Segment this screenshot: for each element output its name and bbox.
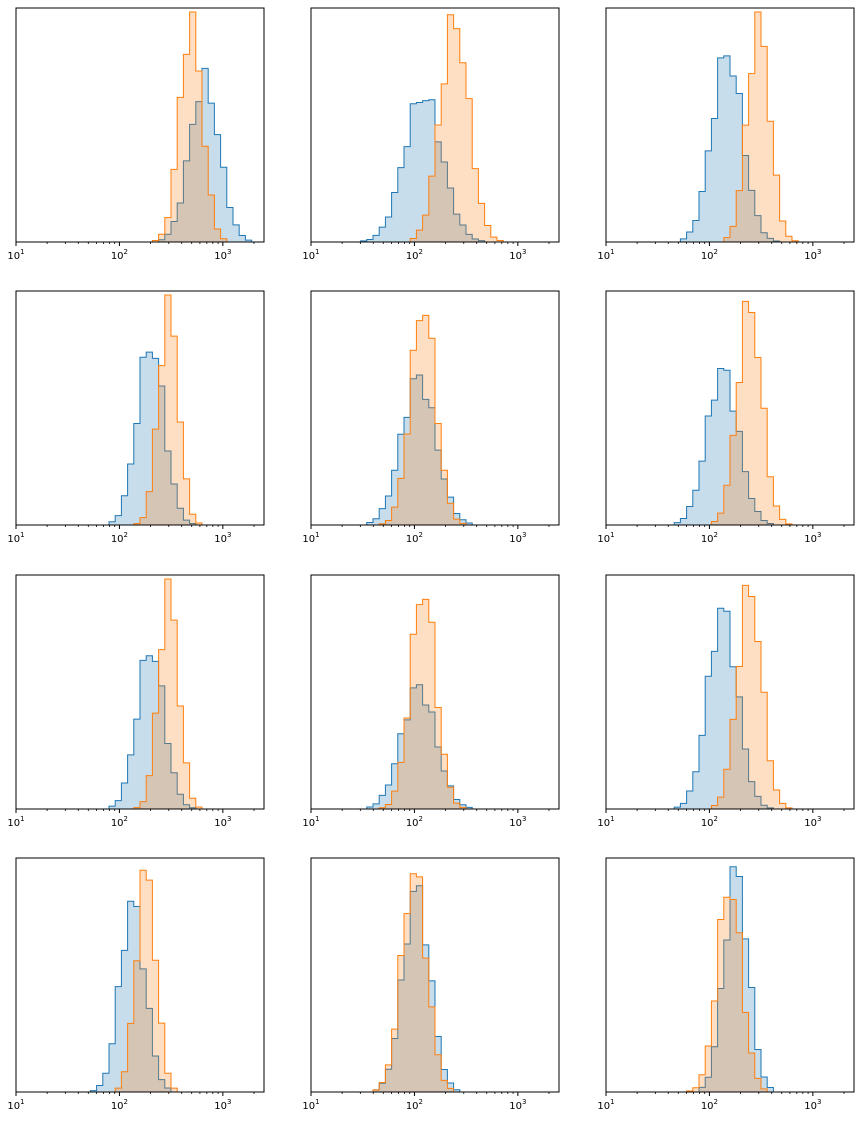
row2-col2-tick-label: 103 xyxy=(509,531,526,545)
row3-col1-tick-label: 103 xyxy=(214,815,231,829)
row4-col3-tick-label: 101 xyxy=(597,1098,614,1112)
row3-col3-tick-label: 101 xyxy=(597,815,614,829)
row4-col3-tick-label: 103 xyxy=(804,1098,821,1112)
panel-row4-col1: 101 102 103 xyxy=(7,857,265,1112)
row1-col3-axes-frame xyxy=(605,7,855,243)
row3-col2-series-1-histogram xyxy=(366,684,559,810)
row4-col2-tick-label: 103 xyxy=(509,1098,526,1112)
row3-col2-tick-label: 102 xyxy=(406,815,423,829)
row4-col2-series-2-histogram xyxy=(372,873,559,1093)
panel-row1-col2: 101 102 103 xyxy=(302,7,560,262)
row1-col1-series-1-histogram xyxy=(158,67,264,243)
row4-col2-tick-label: 102 xyxy=(406,1098,423,1112)
row4-col1-series-2-histogram xyxy=(114,869,264,1093)
row1-col2-tick-label: 101 xyxy=(302,248,319,262)
row1-col2-tick-label: 102 xyxy=(406,248,423,262)
panel-row1-col3: 101 102 103 xyxy=(597,7,855,262)
row3-col1-tick-label: 102 xyxy=(111,815,128,829)
row1-col3-tick-label: 102 xyxy=(701,248,718,262)
row2-col1-tick-label: 102 xyxy=(111,531,128,545)
row2-col2-tick-label: 101 xyxy=(302,531,319,545)
row4-col1-tick-label: 103 xyxy=(214,1098,231,1112)
row1-col2-tick-label: 103 xyxy=(509,248,526,262)
row3-col3-axes-frame xyxy=(605,574,855,810)
row3-col3-tick-label: 102 xyxy=(701,815,718,829)
row3-col1-axes-frame xyxy=(15,574,265,810)
panel-row2-col1: 101 102 103 xyxy=(7,290,265,545)
row2-col1-tick-label: 101 xyxy=(7,531,24,545)
row1-col1-axes-frame xyxy=(15,7,265,243)
panel-row4-col2: 101 102 103 xyxy=(302,857,560,1112)
row4-col3-tick-label: 102 xyxy=(701,1098,718,1112)
panel-row3-col2: 101 102 103 xyxy=(302,574,560,829)
row4-col3-axes-frame xyxy=(605,857,855,1093)
row2-col1-axes-frame xyxy=(15,290,265,526)
row2-col3-tick-label: 101 xyxy=(597,531,614,545)
row3-col2-axes-frame xyxy=(310,574,560,810)
row2-col2-axes-frame xyxy=(310,290,560,526)
row1-col1-tick-label: 101 xyxy=(7,248,24,262)
row2-col3-tick-label: 102 xyxy=(701,531,718,545)
row2-col3-axes-frame xyxy=(605,290,855,526)
row4-col1-axes-frame xyxy=(15,857,265,1093)
row1-col1-tick-label: 103 xyxy=(214,248,231,262)
panel-row1-col1: 101 102 103 xyxy=(7,7,265,262)
row1-col1-tick-label: 102 xyxy=(111,248,128,262)
row3-col2-tick-label: 103 xyxy=(509,815,526,829)
row4-col3-series-2-histogram xyxy=(686,896,854,1093)
row3-col2-tick-label: 101 xyxy=(302,815,319,829)
row1-col3-series-2-histogram xyxy=(723,11,854,243)
row1-col3-tick-label: 101 xyxy=(597,248,614,262)
panel-row2-col2: 101 102 103 xyxy=(302,290,560,545)
row4-col1-tick-label: 101 xyxy=(7,1098,24,1112)
row4-col1-tick-label: 102 xyxy=(111,1098,128,1112)
panel-row4-col3: 101 102 103 xyxy=(597,857,855,1112)
row1-col3-tick-label: 103 xyxy=(804,248,821,262)
row4-col1-series-1-histogram xyxy=(89,900,264,1093)
row2-col2-tick-label: 102 xyxy=(406,531,423,545)
row3-col3-tick-label: 103 xyxy=(804,815,821,829)
row2-col3-tick-label: 103 xyxy=(804,531,821,545)
row3-col1-tick-label: 101 xyxy=(7,815,24,829)
row4-col2-axes-frame xyxy=(310,857,560,1093)
panel-row3-col3: 101 102 103 xyxy=(597,574,855,829)
panel-row2-col3: 101 102 103 xyxy=(597,290,855,545)
row1-col2-axes-frame xyxy=(310,7,560,243)
row2-col1-tick-label: 103 xyxy=(214,531,231,545)
row3-col2-series-2-histogram xyxy=(378,598,559,810)
row4-col2-tick-label: 101 xyxy=(302,1098,319,1112)
row2-col2-series-1-histogram xyxy=(366,374,559,526)
panel-row3-col1: 101 102 103 xyxy=(7,574,265,829)
